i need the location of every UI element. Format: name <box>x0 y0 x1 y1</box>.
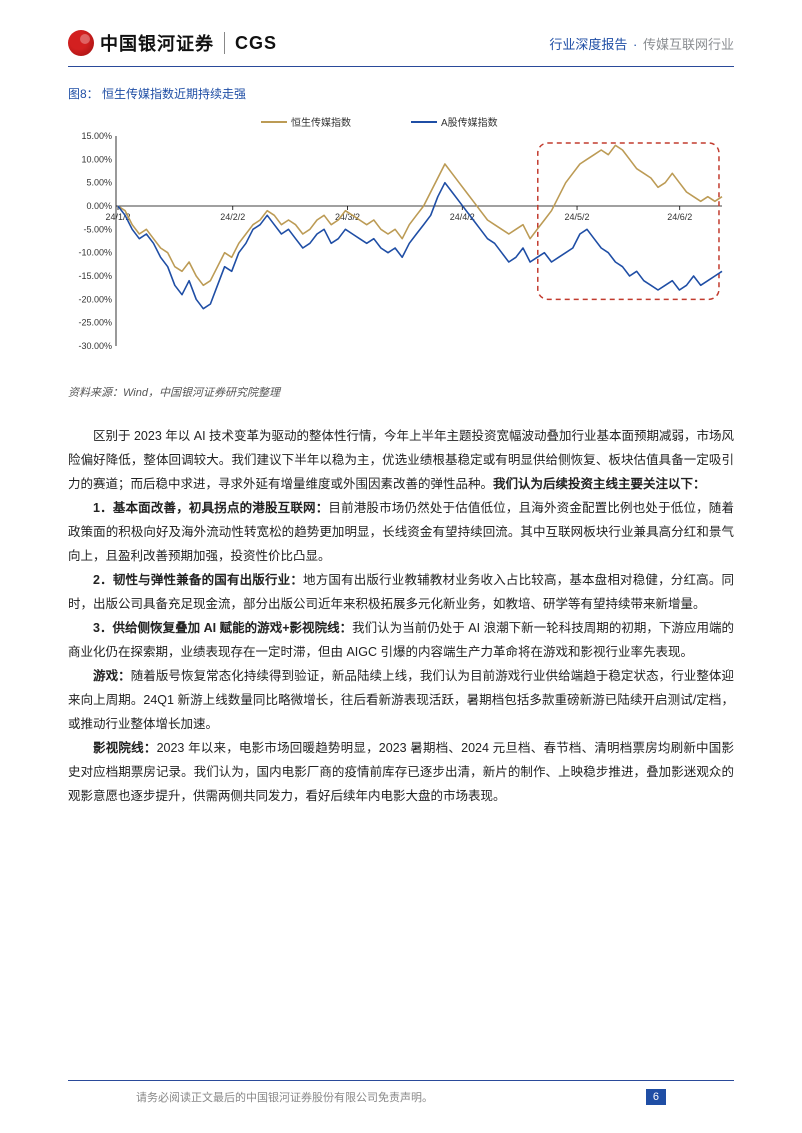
p6-text: 2023 年以来，电影市场回暖趋势明显，2023 暑期档、2024 元旦档、春节… <box>68 741 734 803</box>
svg-text:10.00%: 10.00% <box>81 154 112 164</box>
report-type: 行业深度报告 <box>549 37 627 52</box>
paragraph-3: 3．供给侧恢复叠加 AI 赋能的游戏+影视院线：我们认为当前仍处于 AI 浪潮下… <box>68 616 734 664</box>
figure-source: 资料来源：Wind，中国银河证券研究院整理 <box>68 384 734 400</box>
svg-text:24/5/2: 24/5/2 <box>565 212 590 222</box>
page: 中国银河证券 CGS 行业深度报告 · 传媒互联网行业 图8： 恒生传媒指数近期… <box>0 0 802 1133</box>
svg-text:恒生传媒指数: 恒生传媒指数 <box>291 116 351 129</box>
svg-text:-15.00%: -15.00% <box>78 271 112 281</box>
paragraph-games: 游戏：随着版号恢复常态化持续得到验证，新品陆续上线，我们认为目前游戏行业供给端趋… <box>68 664 734 736</box>
p3-lead: 2．韧性与弹性兼备的国有出版行业： <box>93 573 303 587</box>
body-text: 区别于 2023 年以 AI 技术变革为驱动的整体性行情，今年上半年主题投资宽幅… <box>68 424 734 808</box>
header-dot: · <box>633 37 637 52</box>
logo-icon <box>68 30 94 56</box>
industry-name: 传媒互联网行业 <box>643 37 734 52</box>
page-number: 6 <box>646 1089 666 1105</box>
svg-text:-10.00%: -10.00% <box>78 248 112 258</box>
figure-caption: 图8： 恒生传媒指数近期持续走强 <box>68 85 734 102</box>
svg-text:-5.00%: -5.00% <box>83 224 112 234</box>
svg-text:0.00%: 0.00% <box>86 201 112 211</box>
logo-separator <box>224 32 225 54</box>
logo-en-text: CGS <box>235 33 277 54</box>
p1-bold: 我们认为后续投资主线主要关注以下： <box>493 477 706 491</box>
paragraph-2: 2．韧性与弹性兼备的国有出版行业：地方国有出版行业教辅教材业务收入占比较高，基本… <box>68 568 734 616</box>
svg-text:15.00%: 15.00% <box>81 131 112 141</box>
svg-text:A股传媒指数: A股传媒指数 <box>441 116 498 129</box>
logo-group: 中国银河证券 CGS <box>68 30 277 56</box>
figure-number: 图8： <box>68 87 99 101</box>
paragraph-intro: 区别于 2023 年以 AI 技术变革为驱动的整体性行情，今年上半年主题投资宽幅… <box>68 424 734 496</box>
paragraph-1: 1．基本面改善，初具拐点的港股互联网：目前港股市场仍然处于估值低位，且海外资金配… <box>68 496 734 568</box>
paragraph-movies: 影视院线：2023 年以来，电影市场回暖趋势明显，2023 暑期档、2024 元… <box>68 736 734 808</box>
page-footer: 请务必阅读正文最后的中国银河证券股份有限公司免责声明。 6 <box>68 1080 734 1105</box>
p5-text: 随着版号恢复常态化持续得到验证，新品陆续上线，我们认为目前游戏行业供给端趋于稳定… <box>68 669 734 731</box>
chart-container: 恒生传媒指数 A股传媒指数 -30.00% -25.00% -20.00% -15.00%… <box>56 108 746 378</box>
disclaimer-text: 请务必阅读正文最后的中国银河证券股份有限公司免责声明。 <box>136 1089 433 1105</box>
p2-lead: 1．基本面改善，初具拐点的港股互联网： <box>93 501 328 515</box>
header-right: 行业深度报告 · 传媒互联网行业 <box>549 34 734 53</box>
svg-text:-30.00%: -30.00% <box>78 341 112 351</box>
p6-lead: 影视院线： <box>93 741 157 755</box>
header-rule <box>68 66 734 67</box>
svg-text:-20.00%: -20.00% <box>78 294 112 304</box>
svg-text:24/6/2: 24/6/2 <box>667 212 692 222</box>
p4-lead: 3．供给侧恢复叠加 AI 赋能的游戏+影视院线： <box>93 621 352 635</box>
logo-cn-text: 中国银河证券 <box>100 30 214 56</box>
svg-text:5.00%: 5.00% <box>86 178 112 188</box>
line-chart: 恒生传媒指数 A股传媒指数 -30.00% -25.00% -20.00% -15.00%… <box>56 108 746 378</box>
svg-text:-25.00%: -25.00% <box>78 318 112 328</box>
page-header: 中国银河证券 CGS 行业深度报告 · 传媒互联网行业 <box>0 0 802 66</box>
figure-title-text: 恒生传媒指数近期持续走强 <box>102 87 246 101</box>
p5-lead: 游戏： <box>93 669 131 683</box>
svg-text:24/2/2: 24/2/2 <box>220 212 245 222</box>
